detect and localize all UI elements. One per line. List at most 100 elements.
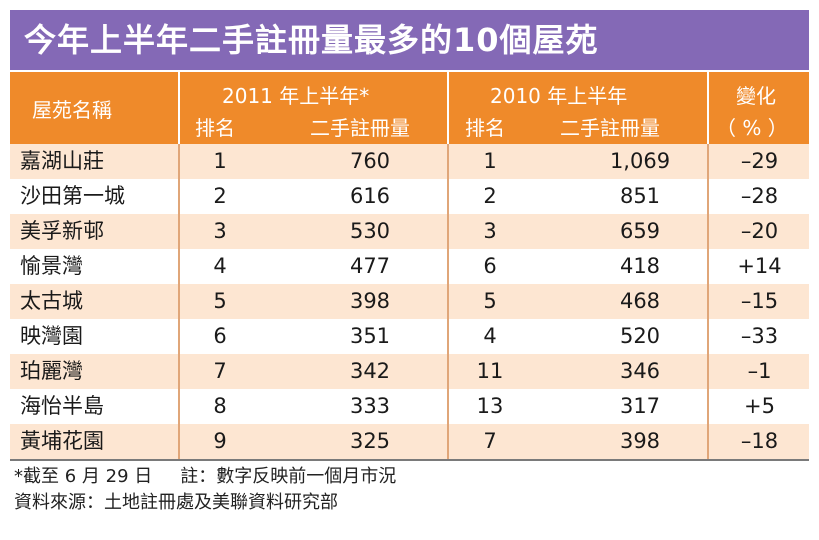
- rank-2010-cell: 1: [483, 149, 497, 173]
- change-cell: –15: [740, 289, 779, 313]
- change-cell: –1: [747, 359, 772, 383]
- row-divider-3: [707, 354, 709, 389]
- registrations-2011-cell: 477: [349, 254, 391, 278]
- estate-name-cell: 美孚新邨: [20, 219, 104, 243]
- row-divider-2: [447, 214, 449, 249]
- footnote-source: 資料來源：土地註冊處及美聯資料研究部: [14, 492, 338, 513]
- rank-2010-cell: 3: [483, 219, 497, 243]
- row-divider-1: [178, 179, 180, 214]
- registrations-2011-cell: 342: [349, 359, 391, 383]
- row-divider-2: [447, 424, 449, 459]
- table-row: 美孚新邨 3 530 3 659 –20: [10, 214, 809, 249]
- estate-name-cell: 映灣園: [20, 324, 83, 348]
- row-divider-1: [178, 424, 180, 459]
- change-cell: –18: [740, 429, 779, 453]
- header-registrations-2010: 二手註冊量: [560, 116, 660, 140]
- header-registrations-2011: 二手註冊量: [310, 116, 410, 140]
- rank-2011-cell: 4: [213, 254, 227, 278]
- table-body: 嘉湖山莊 1 760 1 1,069 –29 沙田第一城 2 616 2 851 –28 美孚新邨 3 53…: [10, 144, 809, 459]
- registrations-2010-cell: 346: [619, 359, 661, 383]
- estate-name-cell: 太古城: [20, 289, 83, 313]
- header-change: 變化: [736, 84, 776, 108]
- row-divider-2: [447, 249, 449, 284]
- rank-2011-cell: 1: [213, 149, 227, 173]
- rank-2011-cell: 5: [213, 289, 227, 313]
- row-divider-2: [447, 389, 449, 424]
- registrations-2010-cell: 468: [619, 289, 661, 313]
- table-row: 沙田第一城 2 616 2 851 –28: [10, 179, 809, 214]
- rank-2010-cell: 4: [483, 324, 497, 348]
- row-divider-1: [178, 284, 180, 319]
- registration-table: 屋苑名稱 2011 年上半年* 排名 二手註冊量 2010 年上半年 排名 二手…: [10, 72, 809, 459]
- header-rank-2011: 排名: [195, 116, 235, 140]
- row-divider-3: [707, 249, 709, 284]
- row-divider-3: [707, 179, 709, 214]
- row-divider-1: [178, 249, 180, 284]
- row-divider-2: [447, 354, 449, 389]
- footnotes: *截至 6 月 29 日 註：數字反映前一個月市況 資料來源：土地註冊處及美聯資料…: [14, 464, 396, 516]
- registrations-2010-cell: 659: [619, 219, 661, 243]
- registrations-2011-cell: 530: [349, 219, 391, 243]
- rank-2011-cell: 9: [213, 429, 227, 453]
- registrations-2010-cell: 398: [619, 429, 661, 453]
- header-period-2011: 2011 年上半年*: [222, 84, 370, 108]
- change-cell: –29: [740, 149, 779, 173]
- registrations-2010-cell: 317: [619, 394, 661, 418]
- header-divider-2: [447, 72, 449, 144]
- registrations-2010-cell: 520: [619, 324, 661, 348]
- estate-name-cell: 嘉湖山莊: [20, 149, 104, 173]
- table-row: 太古城 5 398 5 468 –15: [10, 284, 809, 319]
- rank-2011-cell: 8: [213, 394, 227, 418]
- table-bottom-rule: [10, 459, 809, 461]
- change-cell: –28: [740, 184, 779, 208]
- estate-name-cell: 愉景灣: [20, 254, 83, 278]
- header-divider-1: [178, 72, 180, 144]
- table-row: 嘉湖山莊 1 760 1 1,069 –29: [10, 144, 809, 179]
- row-divider-2: [447, 144, 449, 179]
- row-divider-3: [707, 144, 709, 179]
- registrations-2011-cell: 398: [349, 289, 391, 313]
- table-row: 映灣園 6 351 4 520 –33: [10, 319, 809, 354]
- row-divider-1: [178, 354, 180, 389]
- rank-2011-cell: 2: [213, 184, 227, 208]
- change-cell: +14: [737, 254, 782, 278]
- change-cell: –20: [740, 219, 779, 243]
- rank-2011-cell: 3: [213, 219, 227, 243]
- table-header: 屋苑名稱 2011 年上半年* 排名 二手註冊量 2010 年上半年 排名 二手…: [10, 72, 809, 144]
- change-cell: –33: [740, 324, 779, 348]
- header-divider-3: [707, 72, 709, 144]
- table-row: 黃埔花園 9 325 7 398 –18: [10, 424, 809, 459]
- row-divider-2: [447, 319, 449, 354]
- row-divider-1: [178, 319, 180, 354]
- footnote-note: 註：數字反映前一個月市況: [180, 466, 397, 487]
- rank-2010-cell: 2: [483, 184, 497, 208]
- registrations-2010-cell: 418: [619, 254, 661, 278]
- row-divider-3: [707, 389, 709, 424]
- row-divider-1: [178, 144, 180, 179]
- registrations-2011-cell: 616: [349, 184, 391, 208]
- rank-2010-cell: 6: [483, 254, 497, 278]
- header-rank-2010: 排名: [465, 116, 505, 140]
- estate-name-cell: 黃埔花園: [20, 429, 104, 453]
- header-change-unit: （ % ）: [716, 116, 788, 140]
- rank-2011-cell: 6: [213, 324, 227, 348]
- row-divider-3: [707, 319, 709, 354]
- row-divider-3: [707, 214, 709, 249]
- footnote-asterisk: *截至 6 月 29 日: [14, 466, 153, 487]
- rank-2011-cell: 7: [213, 359, 227, 383]
- table-row: 愉景灣 4 477 6 418 +14: [10, 249, 809, 284]
- registrations-2011-cell: 333: [349, 394, 391, 418]
- header-estate-name: 屋苑名稱: [32, 98, 112, 122]
- estate-name-cell: 海怡半島: [20, 394, 104, 418]
- change-cell: +5: [744, 394, 775, 418]
- table-title: 今年上半年二手註冊量最多的10個屋苑: [10, 10, 809, 70]
- row-divider-3: [707, 424, 709, 459]
- registrations-2011-cell: 760: [349, 149, 391, 173]
- registrations-2011-cell: 351: [349, 324, 391, 348]
- rank-2010-cell: 5: [483, 289, 497, 313]
- footnote-line-1: *截至 6 月 29 日 註：數字反映前一個月市況: [14, 464, 396, 490]
- row-divider-2: [447, 179, 449, 214]
- row-divider-3: [707, 284, 709, 319]
- table-row: 海怡半島 8 333 13 317 +5: [10, 389, 809, 424]
- rank-2010-cell: 11: [476, 359, 504, 383]
